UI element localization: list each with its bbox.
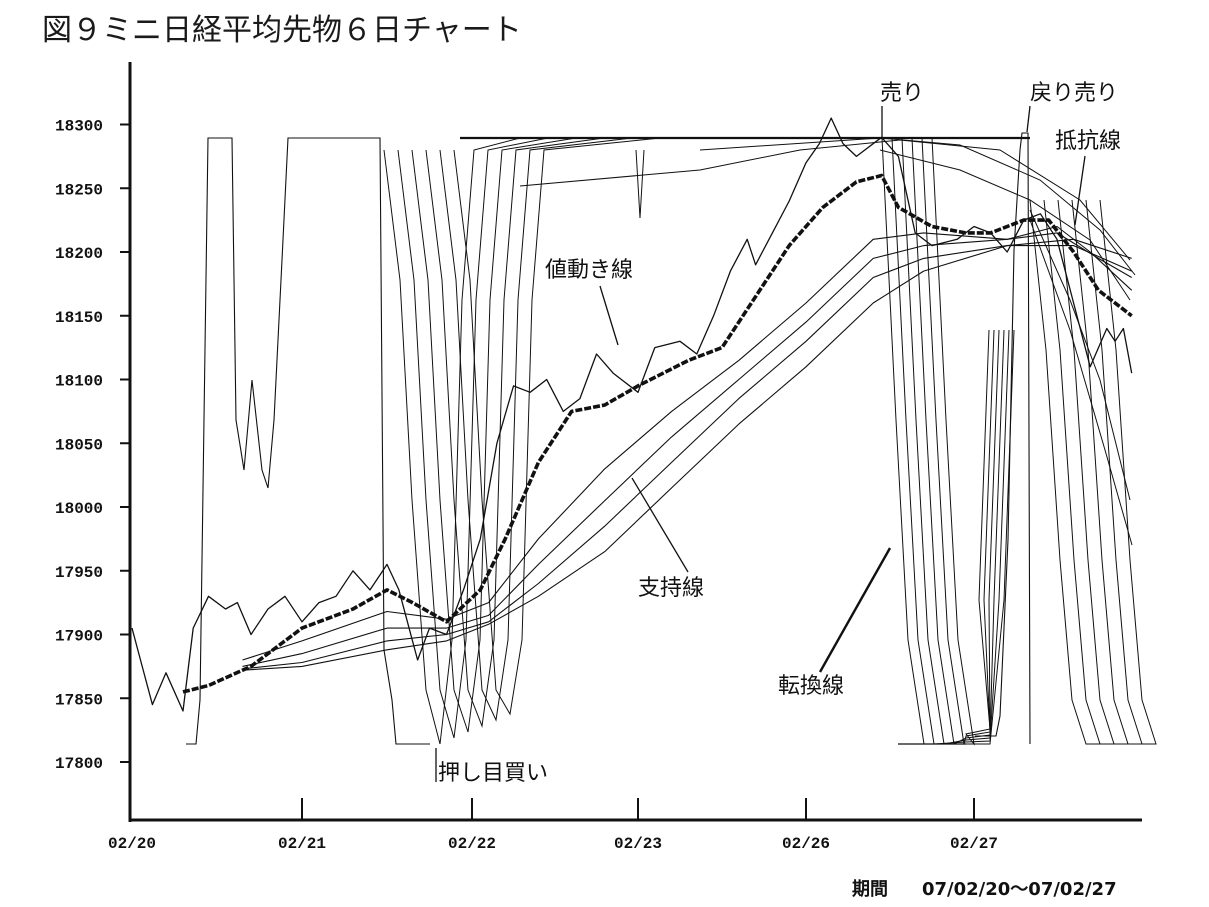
oscillator-line-tail [1085, 199, 1143, 745]
oscillator-line-tail [1099, 199, 1157, 745]
y-tick-label: 18300 [55, 118, 103, 136]
oscillator-line-a [186, 137, 430, 745]
annotation-sell: 売り [880, 81, 924, 106]
chart-title: 図９ミニ日経平均先物６日チャート [42, 13, 522, 48]
x-tick-label: 02/21 [278, 835, 326, 853]
oscillator-line-tail [1043, 199, 1130, 745]
oscillator-line-sweep [453, 137, 661, 716]
x-tick-label: 02/23 [614, 835, 662, 853]
oscillator-line-sweep [397, 137, 549, 739]
pointer-turning-line [818, 547, 892, 673]
y-tick-label: 17800 [55, 755, 103, 773]
series-line-support-line-4 [242, 238, 1132, 671]
resistance-curve-2 [699, 137, 1136, 276]
y-ticks: 17800 17850 17900 17950 18000 18050 18100 18150… [55, 118, 130, 773]
oscillator-line-turn [931, 137, 991, 746]
y-tick-label: 18250 [55, 181, 103, 199]
y-tick-label: 18200 [55, 245, 103, 263]
oscillator-line-tail [1029, 199, 1130, 745]
oscillator-line-turn [901, 137, 1005, 745]
x-ticks: 02/20 02/21 02/22 02/23 02/26 02/27 [108, 798, 998, 853]
y-tick-label: 17850 [55, 691, 103, 709]
annotation-turning-line: 転換線 [778, 674, 844, 699]
series-line-price [131, 117, 1133, 712]
pointer-support-line [631, 477, 689, 573]
annotation-buy-on-dip: 押し目買い [438, 761, 548, 786]
y-tick-label: 18150 [55, 309, 103, 327]
series-line-moving-average-bold [182, 173, 1133, 694]
oscillator-line-sweep [383, 137, 521, 745]
series-line-support-line-3 [242, 245, 1132, 670]
oscillator-line-b [975, 132, 1031, 745]
oscillator-line-turn [911, 137, 1000, 745]
y-tick-label: 18000 [55, 500, 103, 518]
x-tick-label: 02/26 [782, 835, 830, 853]
oscillator-line-sweep [425, 137, 605, 728]
y-tick-label: 18100 [55, 373, 103, 391]
pointer-resistance-line [1074, 155, 1086, 226]
period-label: 期間 [852, 879, 888, 900]
resistance-curve-3 [879, 149, 1131, 301]
x-tick-label: 02/27 [950, 835, 998, 853]
oscillator-line-sweep [439, 137, 633, 722]
y-tick-label: 17900 [55, 628, 103, 646]
oscillator-line-tail-end-1 [1029, 209, 1131, 501]
period-range: 07/02/20～07/02/27 [922, 879, 1117, 900]
oscillator-line-sweep [411, 137, 577, 733]
oscillator-line-turn [921, 137, 995, 745]
annotation-price-line: 値動き線 [545, 258, 633, 283]
x-tick-label: 02/20 [108, 835, 156, 853]
y-tick-label: 17950 [55, 564, 103, 582]
oscillator-line-tail-end-2 [1029, 219, 1133, 546]
annotation-rebound-sell: 戻り売り [1030, 81, 1118, 106]
oscillator-line-tail [1057, 199, 1130, 745]
oscillator-spike [635, 149, 645, 219]
annotation-resistance-line: 抵抗線 [1055, 129, 1121, 154]
series-line-support-line-1 [242, 225, 1133, 661]
oscillator-lines [186, 132, 1157, 746]
pointer-rebound-sell [1026, 105, 1031, 133]
oscillator-line-tail [1071, 199, 1130, 745]
pointer-price-line [599, 285, 619, 346]
y-tick-label: 18050 [55, 436, 103, 454]
annotation-support-line: 支持線 [638, 576, 704, 601]
x-tick-label: 02/22 [448, 835, 496, 853]
series-line-support-line-2 [242, 232, 1132, 667]
plot-lines [131, 117, 1133, 712]
